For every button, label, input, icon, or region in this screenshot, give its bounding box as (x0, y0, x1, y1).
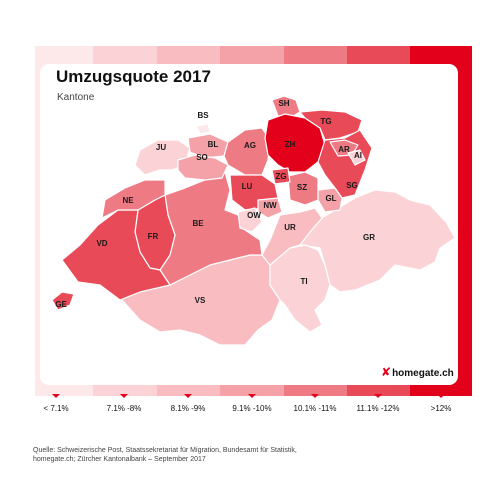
label-sz: SZ (297, 183, 307, 192)
legend-tick-6 (374, 394, 382, 398)
label-zg: ZG (275, 172, 286, 181)
canton-ow (237, 207, 263, 233)
canton-sg (317, 129, 373, 199)
canton-ai (347, 149, 366, 166)
canton-gr (299, 189, 456, 293)
legend-label-4: 9.1% -10% (232, 404, 272, 413)
legend-label-1: < 7.1% (43, 404, 69, 413)
legend-label-3: 8.1% -9% (170, 404, 206, 413)
legend-tick-2 (120, 394, 128, 398)
label-zh: ZH (285, 140, 296, 149)
x-logo-icon: ✘ (381, 365, 392, 379)
canton-nw (257, 197, 283, 219)
label-sh: SH (278, 99, 289, 108)
map-title: Umzugsquote 2017 (56, 67, 211, 86)
canton-ge (51, 291, 75, 311)
brand-name: homegate.ch (392, 368, 454, 379)
canton-tg (299, 109, 363, 141)
legend-tick-1 (52, 394, 60, 398)
label-ow: OW (247, 211, 261, 220)
canton-ag (223, 127, 271, 176)
canton-sz (287, 171, 319, 206)
label-vs: VS (195, 296, 206, 305)
brand-logo: ✘homegate.ch (381, 365, 454, 379)
legend-label-6: 11.1% -12% (356, 404, 400, 413)
canton-zg (271, 167, 291, 185)
canton-ur (261, 207, 323, 266)
legend-tick-7 (437, 394, 445, 398)
canton-ti (269, 244, 331, 333)
label-ai: AI (354, 151, 362, 160)
legend-tick-3 (184, 394, 192, 398)
canton-labels: SH BS TG ZH JU BL AG SO AR AI SG ZG SZ L… (55, 99, 375, 309)
label-gl: GL (325, 194, 336, 203)
label-bs: BS (197, 111, 209, 120)
label-ag: AG (244, 141, 256, 150)
label-gr: GR (363, 233, 375, 242)
legend-label-5: 10.1% -11% (293, 404, 337, 413)
label-tg: TG (320, 117, 331, 126)
legend-label-7: >12% (430, 404, 452, 413)
label-lu: LU (242, 182, 253, 191)
label-ne: NE (122, 196, 134, 205)
canton-so (177, 154, 229, 181)
label-ar: AR (338, 145, 350, 154)
label-ti: TI (300, 277, 307, 286)
label-fr: FR (148, 232, 159, 241)
canton-ne (101, 179, 166, 219)
legend-label-2: 7.1% -8% (106, 404, 142, 413)
label-bl: BL (208, 140, 219, 149)
source-note: Quelle: Schweizerische Post, Staatssekre… (33, 447, 297, 463)
label-be: BE (192, 219, 204, 228)
label-ju: JU (156, 143, 166, 152)
canton-bs (195, 123, 211, 135)
map-subtitle: Kantone (57, 92, 95, 103)
legend-tick-4 (248, 394, 256, 398)
canton-zh (264, 113, 326, 173)
label-ge: GE (55, 300, 67, 309)
canton-vd (61, 209, 171, 301)
legend-tick-5 (311, 394, 319, 398)
label-nw: NW (263, 201, 277, 210)
label-vd: VD (96, 239, 107, 248)
label-so: SO (196, 153, 208, 162)
label-ur: UR (284, 223, 296, 232)
label-sg: SG (346, 181, 358, 190)
